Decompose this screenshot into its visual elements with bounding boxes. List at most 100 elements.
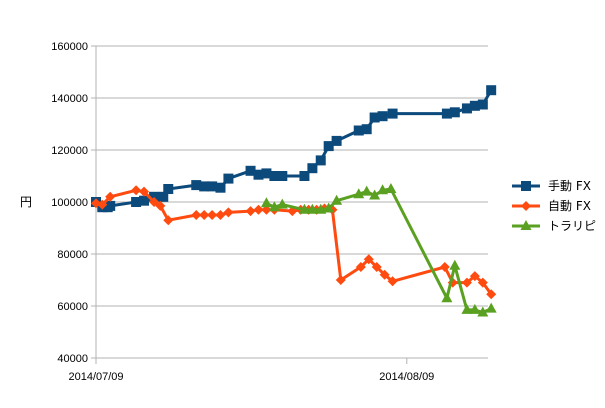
data-point: [269, 171, 280, 181]
data-point: [245, 165, 256, 176]
legend-item: トラリピ: [512, 219, 596, 233]
legend-item: 手動 FX: [512, 179, 591, 193]
data-point: [449, 107, 460, 118]
data-point: [315, 155, 326, 166]
data-point: [307, 163, 318, 174]
data-point: [379, 269, 390, 280]
data-point: [485, 302, 497, 313]
data-point: [385, 183, 397, 193]
data-point: [306, 203, 318, 214]
y-tick-label: 40000: [57, 353, 88, 365]
y-tick-label: 60000: [57, 301, 88, 313]
data-point: [215, 210, 226, 220]
legend: 手動 FX 自動 FX トラリピ: [512, 179, 596, 233]
data-point: [191, 180, 202, 191]
data-point: [215, 182, 226, 193]
data-point: [268, 201, 280, 212]
data-point: [331, 135, 342, 146]
series-line: [265, 187, 492, 314]
data-point: [158, 191, 169, 202]
y-axis-label: 円: [20, 195, 32, 209]
data-point: [223, 207, 234, 218]
data-point: [353, 188, 365, 199]
x-tick-label: 2014/08/09: [379, 371, 434, 383]
y-tick-label: 160000: [51, 41, 88, 53]
data-point: [163, 184, 174, 194]
data-point: [323, 202, 335, 213]
legend-label: 自動 FX: [548, 199, 591, 213]
data-point: [260, 197, 272, 208]
series-1: [91, 85, 497, 213]
data-point: [441, 108, 452, 119]
data-point: [477, 99, 488, 110]
data-point: [361, 124, 372, 135]
data-point: [223, 173, 234, 184]
y-tick-label: 120000: [51, 145, 88, 157]
y-tick-label: 100000: [51, 197, 88, 209]
data-point: [461, 303, 473, 314]
data-point: [439, 262, 450, 272]
data-point: [139, 195, 150, 206]
data-point: [387, 108, 398, 119]
data-point: [469, 303, 481, 314]
legend-item: 自動 FX: [512, 199, 591, 213]
data-point: [276, 198, 288, 209]
data-point: [207, 210, 218, 220]
data-point: [377, 111, 388, 122]
legend-label: トラリピ: [548, 219, 596, 233]
data-point: [207, 181, 218, 192]
data-point: [335, 275, 346, 285]
data-point: [155, 200, 166, 211]
legend-marker: [521, 181, 531, 191]
y-tick-label: 140000: [51, 93, 88, 105]
data-point: [139, 186, 150, 197]
data-point: [377, 184, 389, 195]
y-tick-label: 80000: [57, 249, 88, 261]
data-point: [371, 262, 382, 272]
x-axis-ticks: 2014/07/09 2014/08/09: [68, 358, 434, 383]
data-point: [191, 210, 202, 220]
data-point: [486, 85, 497, 96]
series-line: [95, 89, 493, 209]
y-axis-ticks: 40000 60000 80000 100000 120000 140000 160000: [51, 41, 96, 365]
data-point: [261, 168, 272, 179]
data-point: [477, 306, 489, 317]
data-point: [97, 199, 108, 210]
data-point: [149, 191, 160, 202]
data-point: [361, 185, 373, 196]
data-point: [461, 103, 472, 114]
data-point: [369, 189, 381, 200]
data-point: [469, 100, 480, 111]
data-point: [253, 169, 264, 180]
data-point: [353, 125, 364, 136]
data-point: [149, 197, 160, 207]
data-point: [363, 254, 374, 265]
data-point: [299, 171, 310, 181]
data-point: [131, 197, 142, 207]
data-point: [245, 206, 256, 217]
data-point: [449, 259, 461, 270]
legend-label: 手動 FX: [548, 179, 591, 193]
data-point: [461, 277, 472, 288]
data-point: [105, 200, 116, 211]
series-3: [260, 183, 497, 317]
data-point: [323, 141, 334, 152]
data-point: [105, 191, 116, 202]
data-point: [355, 262, 366, 272]
data-point: [387, 276, 398, 287]
data-point: [131, 185, 142, 196]
legend-marker: [520, 220, 532, 230]
data-point: [369, 112, 380, 123]
x-tick-label: 2014/07/09: [68, 371, 123, 383]
data-point: [469, 271, 480, 282]
data-point: [331, 194, 343, 205]
data-point: [477, 277, 488, 288]
data-point: [298, 203, 310, 214]
data-point: [315, 203, 327, 214]
legend-marker: [521, 201, 531, 211]
data-point: [163, 215, 174, 226]
data-point: [199, 210, 210, 220]
series-group: [91, 85, 497, 317]
data-point: [199, 181, 210, 192]
